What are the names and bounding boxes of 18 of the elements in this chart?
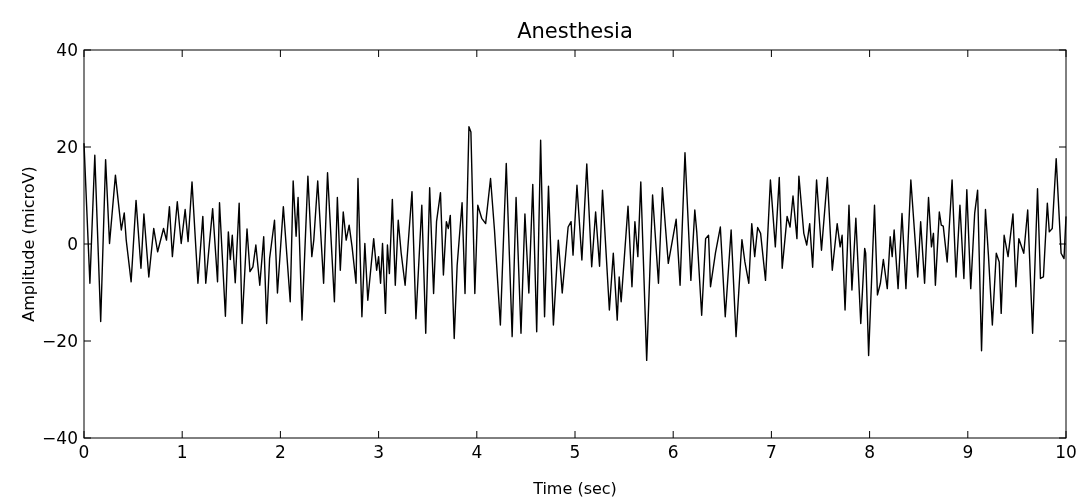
y-axis-title: Amplitude (microV) [19,166,38,322]
y-tick-label: 20 [56,136,78,157]
x-tick-label: 4 [471,442,483,462]
x-tick-label: 9 [962,442,974,462]
x-tick-label: 7 [765,442,777,462]
x-tick-label: 2 [274,442,286,462]
y-tick-label: 40 [56,39,78,60]
y-tick-label: −20 [42,330,78,351]
y-tick-label: 0 [67,233,78,254]
x-tick-label: 6 [667,442,679,462]
y-tick-label: −40 [42,427,78,448]
chart-title: Anesthesia [517,19,633,43]
x-tick-label: 3 [373,442,385,462]
x-tick-label: 10 [1055,442,1077,462]
x-tick-label: 1 [176,442,188,462]
x-axis-title: Time (sec) [532,479,617,498]
x-tick-label: 8 [864,442,876,462]
x-tick-label: 5 [569,442,581,462]
